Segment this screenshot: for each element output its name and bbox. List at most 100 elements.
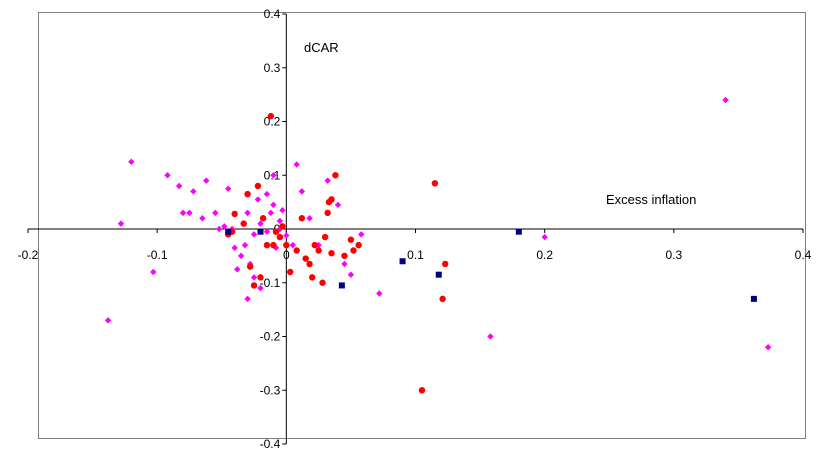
- data-point-circle: [240, 220, 247, 227]
- data-point-diamond: [334, 201, 342, 209]
- data-point-circle: [442, 260, 449, 268]
- data-point-diamond: [315, 241, 322, 249]
- data-point-diamond: [293, 161, 300, 168]
- data-point-diamond: [164, 172, 171, 179]
- data-point-diamond: [324, 177, 331, 184]
- data-point-square: [399, 258, 406, 265]
- data-point-circle: [315, 247, 322, 254]
- data-point-diamond: [376, 290, 383, 297]
- x-tick-label: -0.2: [18, 248, 39, 262]
- y-tick-label: -0.3: [260, 383, 281, 397]
- data-point-circle: [431, 180, 439, 187]
- data-point-circle: [350, 247, 357, 254]
- y-tick-label: 0.3: [264, 61, 281, 75]
- data-point-diamond: [764, 344, 772, 351]
- data-point-circle: [231, 210, 238, 218]
- data-point-diamond: [722, 96, 729, 104]
- data-point-square: [435, 271, 442, 278]
- y-tick-label: 0.4: [264, 7, 281, 21]
- data-point-square: [225, 228, 232, 235]
- data-point-diamond: [175, 182, 183, 190]
- data-point-circle: [321, 233, 329, 241]
- data-point-diamond: [215, 225, 223, 233]
- data-point-diamond: [270, 201, 277, 209]
- data-point-diamond: [306, 215, 313, 222]
- data-point-diamond: [487, 333, 494, 340]
- data-point-diamond: [221, 223, 228, 230]
- data-point-diamond: [231, 244, 238, 252]
- data-point-circle: [259, 215, 267, 222]
- data-point-diamond: [257, 220, 264, 227]
- data-point-circle: [283, 241, 290, 249]
- data-point-diamond: [237, 252, 245, 260]
- data-point-diamond: [289, 241, 296, 249]
- data-point-circle: [250, 282, 258, 289]
- data-point-circle: [279, 223, 286, 230]
- data-point-diamond: [186, 209, 193, 217]
- data-point-diamond: [179, 209, 187, 217]
- data-point-diamond: [250, 231, 258, 238]
- data-point-circle: [418, 387, 426, 394]
- tick-labels: -0.2-0.100.10.20.30.4-0.4-0.3-0.2-0.100.…: [18, 7, 812, 451]
- data-point-diamond: [244, 209, 251, 217]
- data-point-circle: [263, 241, 271, 249]
- x-tick-label: 0.4: [795, 248, 812, 262]
- data-point-diamond: [117, 220, 125, 227]
- data-point-diamond: [234, 266, 241, 273]
- data-point-circle: [319, 279, 326, 286]
- data-point-diamond: [267, 209, 275, 217]
- data-point-diamond: [257, 284, 264, 292]
- data-point-square: [338, 282, 345, 289]
- data-point-circle: [341, 252, 348, 260]
- y-annotation: dCAR: [304, 40, 339, 55]
- data-point-diamond: [250, 274, 258, 281]
- data-point-diamond: [199, 215, 206, 222]
- data-point-circle: [276, 233, 284, 241]
- data-points: [104, 96, 772, 394]
- data-point-diamond: [104, 317, 112, 324]
- data-point-diamond: [128, 158, 135, 166]
- x-tick-label: 0.2: [536, 248, 553, 262]
- data-point-diamond: [225, 185, 232, 192]
- data-point-circle: [439, 295, 446, 303]
- data-point-circle: [328, 196, 335, 203]
- data-point-diamond: [270, 172, 277, 179]
- x-annotation: Excess inflation: [606, 192, 696, 207]
- data-point-diamond: [190, 188, 197, 195]
- data-point-circle: [324, 209, 331, 217]
- data-point-circle: [298, 215, 306, 222]
- x-tick-label: 0.3: [665, 248, 682, 262]
- data-point-circle: [328, 249, 335, 257]
- data-point-diamond: [283, 232, 290, 239]
- data-point-circle: [332, 172, 339, 179]
- y-tick-label: -0.4: [260, 437, 281, 451]
- data-point-diamond: [263, 190, 271, 198]
- data-point-diamond: [263, 228, 271, 235]
- data-point-circle: [267, 112, 275, 120]
- data-point-diamond: [150, 268, 157, 276]
- data-point-diamond: [276, 217, 284, 225]
- x-tick-label: 0: [283, 248, 290, 262]
- data-point-diamond: [341, 260, 348, 268]
- data-point-diamond: [272, 244, 280, 252]
- data-point-circle: [308, 274, 316, 281]
- data-point-diamond: [254, 196, 262, 203]
- data-point-circle: [347, 236, 355, 243]
- data-point-diamond: [203, 177, 210, 184]
- data-point-circle: [244, 190, 251, 198]
- data-point-circle: [293, 247, 300, 254]
- data-point-square: [515, 228, 522, 235]
- data-point-diamond: [358, 231, 365, 238]
- data-point-circle: [270, 241, 277, 249]
- data-point-diamond: [541, 233, 548, 241]
- data-point-circle: [306, 260, 313, 268]
- y-tick-label: 0.2: [264, 115, 281, 129]
- y-tick-label: -0.2: [260, 330, 281, 344]
- data-point-diamond: [276, 225, 284, 233]
- plot-area-border: [38, 12, 806, 439]
- data-point-circle: [302, 255, 309, 262]
- data-point-diamond: [347, 271, 355, 278]
- data-point-circle: [257, 274, 264, 281]
- y-tick-label: -0.1: [260, 276, 281, 290]
